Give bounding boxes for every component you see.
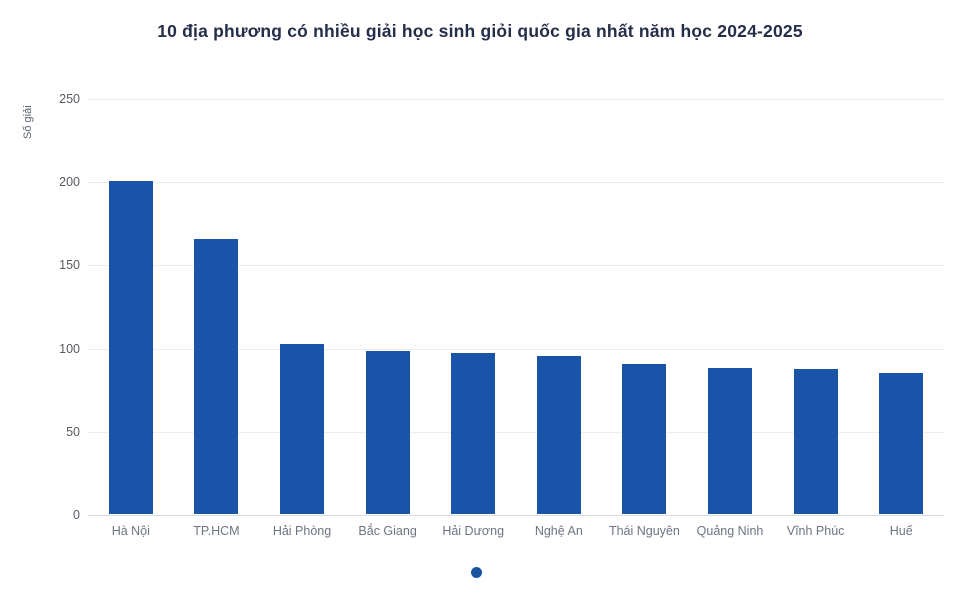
bar-5[interactable]: [451, 352, 496, 514]
bar-8[interactable]: [708, 367, 752, 514]
bar-1[interactable]: [108, 181, 153, 514]
gridline: [88, 515, 944, 516]
x-tick-label: Hà Nội: [111, 524, 150, 538]
bar-3[interactable]: [280, 344, 324, 514]
bar-7[interactable]: [622, 364, 667, 514]
gridline: [88, 265, 944, 267]
x-tick-label: TP.HCM: [193, 524, 240, 538]
x-tick-label: Thái Nguyên: [608, 524, 680, 538]
gridline: [88, 182, 944, 184]
bar-2[interactable]: [194, 239, 239, 514]
y-tick-label: 150: [59, 258, 80, 273]
y-tick-label: 50: [66, 424, 80, 439]
bar-10[interactable]: [879, 372, 924, 514]
x-tick-label: Huế: [889, 524, 913, 538]
y-tick-label: 250: [59, 92, 80, 106]
y-tick-label: 0: [73, 508, 80, 522]
x-tick-label: Quảng Ninh: [696, 524, 764, 538]
x-tick-label: Nghệ An: [534, 524, 583, 538]
gridline: [88, 348, 944, 350]
y-tick-label: 200: [59, 175, 80, 190]
bar-4[interactable]: [365, 350, 410, 514]
legend-dot[interactable]: [471, 567, 482, 578]
bar-6[interactable]: [536, 355, 581, 514]
bar-9[interactable]: [793, 369, 838, 514]
gridline: [88, 99, 944, 100]
x-tick-label: Vĩnh Phúc: [786, 524, 845, 538]
x-tick-label: Bắc Giang: [358, 524, 417, 538]
plot-area: [88, 99, 944, 516]
x-tick-label: Hải Phòng: [272, 524, 332, 538]
gridline: [88, 431, 944, 433]
x-tick-label: Hải Dương: [442, 524, 505, 538]
chart-title: 10 địa phương có nhiều giải học sinh giỏ…: [157, 21, 803, 41]
y-axis-title: Số giải: [22, 105, 34, 139]
y-tick-label: 100: [59, 341, 80, 356]
